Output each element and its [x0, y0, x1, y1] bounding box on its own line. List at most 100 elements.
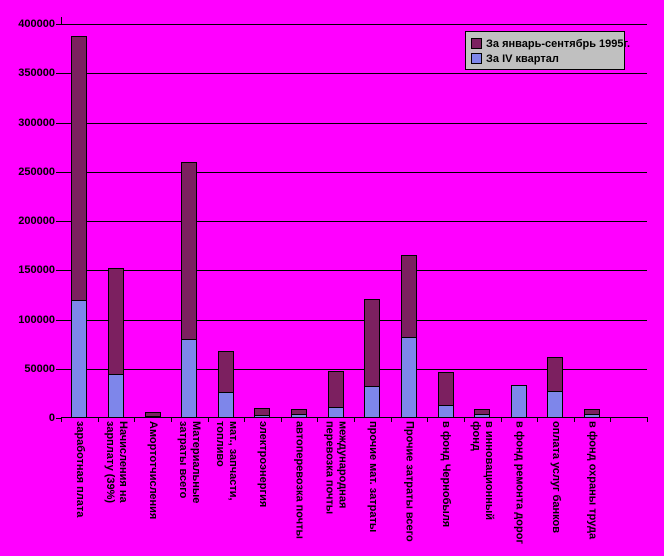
category-label-cell: автоперевозка почты [281, 421, 318, 556]
x-axis-tick [244, 418, 246, 422]
x-axis-tick [207, 418, 209, 422]
bar-11[interactable] [427, 372, 464, 418]
y-axis-tick [56, 24, 61, 25]
bar-13[interactable] [501, 385, 538, 418]
bar-segment[interactable] [400, 255, 417, 337]
gridline-50000 [61, 368, 647, 370]
category-label: международная перевозка почты [323, 421, 349, 515]
bar-segment[interactable] [327, 371, 344, 407]
bar-segment[interactable] [547, 391, 564, 418]
category-label: в фонд охраны труда [586, 421, 599, 540]
y-axis-label: 50000 [24, 362, 55, 375]
category-label-cell: в фонд ремонта дорог [501, 421, 538, 556]
x-axis-tick [97, 418, 99, 422]
category-label-cell: электроэнергия [244, 421, 281, 556]
bar-segment[interactable] [510, 385, 527, 418]
category-label: Начисления на зарплату (39%) [103, 421, 129, 504]
y-axis-tick [56, 319, 61, 321]
category-label: автоперевозка почты [293, 421, 306, 539]
bar-segment[interactable] [474, 409, 491, 414]
category-label-cell: заработная плата [61, 421, 98, 556]
bar-2[interactable] [98, 268, 135, 418]
plot-area [61, 24, 647, 418]
bar-10[interactable] [391, 255, 428, 418]
y-axis-label: 300000 [18, 116, 55, 129]
gridline-350000 [61, 73, 647, 75]
bar-1[interactable] [61, 36, 98, 418]
bar-segment[interactable] [144, 412, 161, 416]
x-axis-tick [647, 418, 648, 422]
category-label-cell: Начисления на зарплату (39%) [98, 421, 135, 556]
bar-segment[interactable] [584, 409, 601, 414]
category-label: мат., запчасти, топливо [213, 421, 239, 501]
category-label: в инновационный фонд [470, 421, 496, 521]
category-label: Материальные затраты всего [177, 421, 203, 504]
bar-4[interactable] [171, 162, 208, 418]
category-label-cell: прочие мат. затраты [354, 421, 391, 556]
y-axis-tick [56, 122, 61, 124]
bar-5[interactable] [208, 351, 245, 418]
x-axis-tick [317, 418, 319, 422]
bar-segment[interactable] [254, 408, 271, 415]
gridline-200000 [61, 221, 647, 222]
x-axis-tick [610, 418, 612, 422]
x-axis-tick [573, 418, 575, 422]
category-label-cell: Материальные затраты всего [171, 421, 208, 556]
bar-segment[interactable] [107, 268, 124, 374]
bar-8[interactable] [317, 371, 354, 418]
gridline-250000 [61, 171, 647, 173]
x-axis-line [61, 417, 648, 418]
bar-segment[interactable] [364, 386, 381, 418]
category-label-cell: в инновационный фонд [464, 421, 501, 556]
y-axis-label: 250000 [18, 165, 55, 178]
x-axis-tick [390, 418, 392, 422]
category-label-cell: в фонд охраны труда [574, 421, 611, 556]
bar-segment[interactable] [217, 392, 234, 418]
category-label-cell: мат., запчасти, топливо [208, 421, 245, 556]
x-axis-tick [134, 418, 136, 422]
bar-segment[interactable] [217, 351, 234, 392]
x-axis-tick [463, 418, 465, 422]
category-label: электроэнергия [256, 421, 269, 508]
bar-segment[interactable] [400, 337, 417, 418]
gridline-300000 [61, 122, 647, 124]
gridline-150000 [61, 270, 647, 272]
bar-segment[interactable] [71, 300, 88, 418]
legend-item-jan-sep[interactable]: За январь-сентябрь 1995г. [471, 36, 630, 51]
legend-item-iv-quarter[interactable]: За IV квартал [471, 51, 619, 66]
category-label-cell: оплата услуг банков [537, 421, 574, 556]
bar-9[interactable] [354, 299, 391, 418]
legend[interactable]: За январь-сентябрь 1995г. За IV квартал [465, 31, 630, 70]
x-axis-tick [280, 418, 282, 422]
category-label: в фонд ремонта дорог [513, 421, 526, 545]
y-axis-tick [56, 418, 61, 419]
category-label: заработная плата [73, 421, 86, 518]
category-label: прочие мат. затраты [366, 421, 379, 533]
category-label-cell: международная перевозка почты [317, 421, 354, 556]
bar-segment[interactable] [181, 162, 198, 339]
x-axis-tick [354, 418, 355, 422]
category-label: Прочие затраты всего [403, 421, 416, 542]
x-axis-tick [537, 418, 539, 422]
y-axis-tick [56, 270, 61, 272]
gridline-100000 [61, 319, 647, 321]
bar-segment[interactable] [364, 299, 381, 386]
y-axis-label: 350000 [18, 67, 55, 80]
y-axis-tick [56, 368, 61, 370]
category-label: Амортотчисления [147, 421, 160, 520]
y-axis-tick [56, 221, 61, 222]
bar-segment[interactable] [181, 339, 198, 418]
category-label-cell: Прочие затраты всего [391, 421, 428, 556]
x-axis-tick [61, 418, 62, 422]
category-label-cell: в фонд Чернобыля [427, 421, 464, 556]
legend-label: За IV квартал [486, 52, 559, 65]
bar-14[interactable] [537, 357, 574, 418]
bar-segment[interactable] [291, 409, 308, 414]
bar-segment[interactable] [107, 374, 124, 418]
bar-segment[interactable] [437, 372, 454, 405]
category-label: в фонд Чернобыля [440, 421, 453, 528]
legend-swatch-iv-quarter-icon [471, 53, 482, 64]
bar-segment[interactable] [547, 357, 564, 391]
bar-segment[interactable] [71, 36, 88, 300]
